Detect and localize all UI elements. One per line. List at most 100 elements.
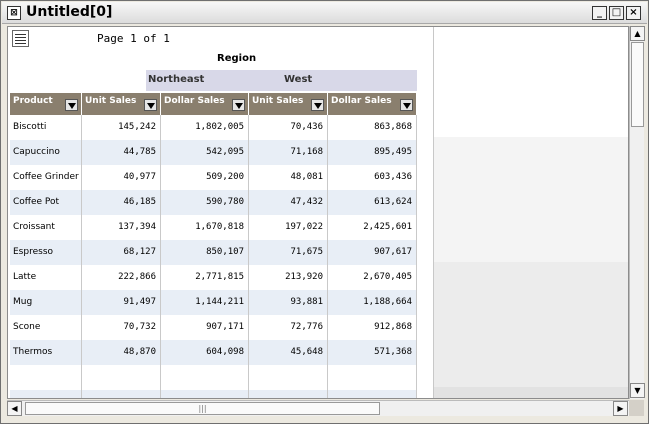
cell-dollar-sales-northeast: 509,200 [161,165,249,190]
cell-product: Espresso [10,240,82,265]
cell-dollar-sales-northeast: 604,098 [161,340,249,365]
scroll-up-button[interactable]: ▲ [630,26,645,41]
close-button[interactable]: × [626,6,641,20]
dropdown-arrow-icon[interactable] [232,99,245,111]
cell-unit-sales-northeast: 40,977 [82,165,161,190]
cell-unit-sales-west: 47,432 [249,190,328,215]
table-row[interactable]: Capuccino 44,785 542,095 71,168 895,495 [10,140,417,165]
cell-dollar-sales-west: 2,670,405 [328,265,417,290]
window-title: Untitled[0] [26,4,113,20]
cell-unit-sales-west: 93,881 [249,290,328,315]
cell-unit-sales-west: 72,776 [249,315,328,340]
cell-dollar-sales-northeast [161,365,249,390]
cell-product: Capuccino [10,140,82,165]
column-header-label: Unit Sales [85,96,137,106]
cell-unit-sales-west: 70,436 [249,115,328,140]
cell-dollar-sales-west [328,365,417,390]
column-header-unit-sales-west[interactable]: Unit Sales [249,93,328,115]
cell-dollar-sales-west: 1,188,664 [328,290,417,315]
cell-unit-sales-west: 71,168 [249,140,328,165]
table-row[interactable]: Thermos 48,870 604,098 45,648 571,368 [10,340,417,365]
empty-pane [433,27,628,398]
scroll-left-button[interactable]: ◀ [7,401,22,416]
region-heading: Region [217,53,257,64]
cell-unit-sales-northeast: 222,866 [82,265,161,290]
dropdown-arrow-icon[interactable] [311,99,324,111]
cell-dollar-sales-west: 907,617 [328,240,417,265]
cell-unit-sales-west: 197,022 [249,215,328,240]
cell-unit-sales-west: 213,920 [249,265,328,290]
cell-product: Scone [10,315,82,340]
table-row[interactable] [10,390,417,398]
scroll-down-button[interactable]: ▼ [630,383,645,398]
column-header-unit-sales-northeast[interactable]: Unit Sales [82,93,161,115]
maximize-button[interactable]: □ [609,6,624,20]
region-west: West [284,74,313,85]
dropdown-arrow-icon[interactable] [144,99,157,111]
table-row[interactable]: Coffee Pot 46,185 590,780 47,432 613,624 [10,190,417,215]
cell-unit-sales-northeast: 91,497 [82,290,161,315]
cell-unit-sales-west: 48,081 [249,165,328,190]
cell-unit-sales-northeast: 137,394 [82,215,161,240]
vertical-scrollbar[interactable]: ▲ ▼ [629,26,645,399]
cell-dollar-sales-northeast: 590,780 [161,190,249,215]
table-row[interactable]: Biscotti 145,242 1,802,005 70,436 863,868 [10,115,417,140]
cell-dollar-sales-west: 895,495 [328,140,417,165]
table-row[interactable]: Coffee Grinder 40,977 509,200 48,081 603,436 [10,165,417,190]
table-row[interactable]: Croissant 137,394 1,670,818 197,022 2,425,60… [10,215,417,240]
cell-unit-sales-northeast [82,365,161,390]
title-bar[interactable]: ⊠ Untitled[0] _ □ × [2,2,647,24]
cell-dollar-sales-northeast: 850,107 [161,240,249,265]
minimize-button[interactable]: _ [592,6,607,20]
column-header-dollar-sales-west[interactable]: Dollar Sales [328,93,417,115]
cell-unit-sales-northeast: 70,732 [82,315,161,340]
vertical-scroll-thumb[interactable] [631,42,644,127]
cell-dollar-sales-northeast: 1,670,818 [161,215,249,240]
cell-product: Mug [10,290,82,315]
app-icon[interactable]: ⊠ [7,6,21,20]
cell-dollar-sales-northeast: 542,095 [161,140,249,165]
cell-dollar-sales-northeast: 2,771,815 [161,265,249,290]
report-canvas: Page 1 of 1 Region Northeast West Produc… [7,26,629,399]
table-row[interactable]: Scone 70,732 907,171 72,776 912,868 [10,315,417,340]
cell-unit-sales-west: 45,648 [249,340,328,365]
page-indicator: Page 1 of 1 [97,32,170,45]
horizontal-scrollbar[interactable]: ◀ ||| ▶ [7,400,629,416]
table-row[interactable]: Espresso 68,127 850,107 71,675 907,617 [10,240,417,265]
cell-dollar-sales-west: 571,368 [328,340,417,365]
table-row[interactable]: Mug 91,497 1,144,211 93,881 1,188,664 [10,290,417,315]
cell-dollar-sales-west: 2,425,601 [328,215,417,240]
column-header-label: Dollar Sales [164,96,225,106]
dropdown-arrow-icon[interactable] [65,99,78,111]
scroll-right-button[interactable]: ▶ [613,401,628,416]
cell-unit-sales-northeast: 48,870 [82,340,161,365]
column-header-product[interactable]: Product [10,93,82,115]
cell-product: Biscotti [10,115,82,140]
cell-dollar-sales-west [328,390,417,398]
cell-product: Latte [10,265,82,290]
cell-product: Coffee Pot [10,190,82,215]
cell-dollar-sales-west: 613,624 [328,190,417,215]
column-header-row: Product Unit Sales Dollar Sales Unit Sal… [10,93,417,115]
cell-unit-sales-west: 71,675 [249,240,328,265]
scrollbar-corner [629,400,644,416]
table-row[interactable]: Latte 222,866 2,771,815 213,920 2,670,405 [10,265,417,290]
cell-unit-sales-northeast [82,390,161,398]
column-header-label: Dollar Sales [331,96,392,106]
horizontal-scroll-thumb[interactable]: ||| [25,402,380,415]
cell-product: Coffee Grinder [10,165,82,190]
region-header-band: Northeast West [146,70,417,91]
column-header-label: Unit Sales [252,96,304,106]
cell-dollar-sales-northeast: 1,144,211 [161,290,249,315]
cell-product: Thermos [10,340,82,365]
table-row[interactable] [10,365,417,390]
dropdown-arrow-icon[interactable] [400,99,413,111]
cell-product [10,390,82,398]
cell-dollar-sales-west: 912,868 [328,315,417,340]
cell-unit-sales-northeast: 44,785 [82,140,161,165]
cell-unit-sales-northeast: 145,242 [82,115,161,140]
column-header-dollar-sales-northeast[interactable]: Dollar Sales [161,93,249,115]
page-list-icon[interactable] [12,30,29,47]
cell-dollar-sales-northeast: 907,171 [161,315,249,340]
